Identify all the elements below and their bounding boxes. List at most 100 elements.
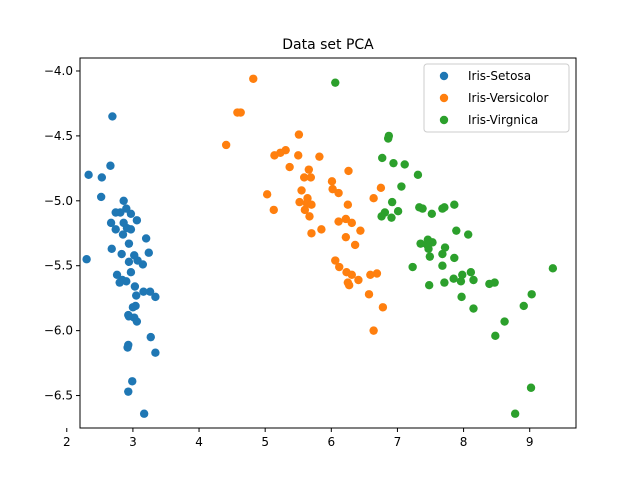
data-point bbox=[400, 160, 409, 169]
data-point bbox=[151, 348, 160, 357]
legend-marker bbox=[439, 115, 449, 125]
data-point bbox=[124, 239, 134, 248]
data-point bbox=[413, 170, 423, 180]
data-point bbox=[270, 151, 279, 160]
data-point bbox=[510, 409, 520, 418]
data-point bbox=[341, 232, 351, 242]
data-point bbox=[317, 225, 326, 234]
data-point bbox=[378, 153, 387, 163]
data-point bbox=[347, 270, 357, 280]
data-point bbox=[440, 243, 450, 252]
legend-marker bbox=[439, 93, 449, 103]
data-point bbox=[139, 409, 149, 418]
data-point bbox=[117, 249, 126, 259]
x-tick-label: 7 bbox=[394, 435, 402, 449]
data-point bbox=[397, 182, 406, 191]
data-point bbox=[84, 170, 93, 180]
series-iris-virgnica bbox=[331, 78, 558, 418]
plot-marks bbox=[82, 74, 558, 418]
data-point bbox=[438, 261, 447, 270]
data-point bbox=[500, 317, 509, 326]
data-point bbox=[111, 225, 120, 234]
data-point bbox=[112, 270, 122, 280]
data-point bbox=[343, 200, 353, 209]
data-point bbox=[378, 303, 388, 312]
data-point bbox=[82, 255, 91, 264]
legend-label: Iris-Setosa bbox=[468, 69, 531, 83]
y-tick-label: −6.5 bbox=[44, 389, 73, 403]
data-point bbox=[119, 196, 128, 206]
data-point bbox=[132, 291, 141, 300]
chart-title: Data set PCA bbox=[282, 37, 374, 53]
data-point bbox=[335, 262, 344, 272]
data-point bbox=[144, 248, 153, 257]
legend-label: Iris-Versicolor bbox=[468, 91, 548, 105]
data-point bbox=[424, 244, 433, 254]
data-point bbox=[300, 205, 310, 215]
data-point bbox=[452, 226, 461, 235]
data-point bbox=[366, 270, 375, 280]
data-point bbox=[111, 208, 120, 217]
data-point bbox=[344, 280, 354, 290]
data-point bbox=[438, 249, 447, 259]
data-point bbox=[139, 287, 148, 296]
data-point bbox=[372, 269, 382, 278]
x-tick-label: 9 bbox=[526, 435, 534, 449]
data-point bbox=[106, 218, 116, 228]
data-point bbox=[456, 277, 466, 286]
data-point bbox=[126, 268, 136, 277]
data-point bbox=[107, 244, 116, 254]
data-point bbox=[450, 200, 459, 209]
data-point bbox=[124, 387, 133, 396]
data-point bbox=[304, 165, 314, 174]
data-point bbox=[415, 203, 424, 212]
data-point bbox=[96, 192, 106, 202]
data-point bbox=[262, 190, 272, 199]
data-point bbox=[128, 377, 137, 386]
data-point bbox=[97, 173, 107, 182]
data-point bbox=[416, 239, 425, 248]
data-point bbox=[425, 252, 435, 261]
data-point bbox=[334, 217, 343, 226]
data-point bbox=[331, 256, 340, 265]
x-tick-label: 6 bbox=[327, 435, 335, 449]
y-tick-label: −5.5 bbox=[44, 259, 73, 273]
data-point bbox=[130, 282, 140, 291]
data-point bbox=[387, 197, 397, 207]
data-point bbox=[458, 270, 467, 280]
data-point bbox=[126, 209, 136, 218]
data-point bbox=[294, 151, 303, 160]
x-tick-label: 5 bbox=[261, 435, 269, 449]
data-point bbox=[347, 218, 357, 228]
series-iris-versicolor bbox=[221, 74, 388, 335]
data-point bbox=[295, 197, 304, 207]
y-tick-label: −6.0 bbox=[44, 324, 73, 338]
data-point bbox=[307, 229, 316, 238]
x-tick-label: 2 bbox=[63, 435, 71, 449]
data-point bbox=[344, 166, 353, 176]
data-point bbox=[236, 108, 245, 117]
data-point bbox=[297, 186, 306, 195]
data-point bbox=[427, 209, 437, 218]
data-point bbox=[377, 212, 386, 221]
data-point bbox=[356, 226, 365, 235]
data-point bbox=[369, 326, 378, 335]
data-point bbox=[466, 268, 476, 277]
legend-marker bbox=[439, 71, 449, 81]
data-point bbox=[122, 223, 132, 233]
data-point bbox=[457, 292, 466, 302]
data-point bbox=[440, 203, 449, 212]
y-tick-label: −4.0 bbox=[44, 64, 73, 78]
data-point bbox=[249, 74, 258, 83]
data-point bbox=[490, 278, 499, 287]
data-point bbox=[328, 184, 337, 194]
data-point bbox=[106, 161, 115, 170]
data-point bbox=[132, 216, 142, 225]
data-point bbox=[307, 200, 316, 209]
data-point bbox=[383, 134, 393, 143]
x-tick-label: 8 bbox=[460, 435, 468, 449]
data-point bbox=[124, 257, 134, 267]
data-point bbox=[393, 206, 403, 216]
x-axis: 2 3 4 5 6 7 8 9 bbox=[63, 428, 534, 449]
